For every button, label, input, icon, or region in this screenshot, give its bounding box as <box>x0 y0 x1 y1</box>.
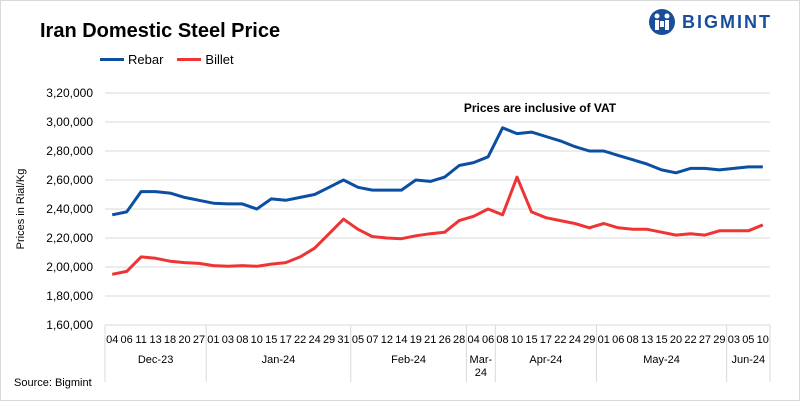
chart-title: Iran Domestic Steel Price <box>40 20 281 42</box>
x-tick-label: 04 <box>468 334 480 346</box>
x-tick-label: 13 <box>149 334 161 346</box>
y-tick-label: 2,80,000 <box>46 144 93 158</box>
bigmint-logo: BIGMINT <box>648 8 772 36</box>
x-tick-label: 06 <box>121 334 133 346</box>
x-tick-label: 06 <box>482 334 494 346</box>
series-line-billet <box>111 175 764 276</box>
y-tick-label: 3,20,000 <box>46 86 93 100</box>
legend: Rebar Billet <box>100 52 234 67</box>
y-tick-label: 1,80,000 <box>46 289 93 303</box>
legend-swatch-rebar <box>100 58 124 61</box>
x-tick-label: 28 <box>453 334 465 346</box>
x-tick-label: 18 <box>164 334 176 346</box>
x-tick-label: 11 <box>135 334 146 346</box>
x-tick-label: 10 <box>251 334 263 346</box>
x-tick-label: 03 <box>222 334 234 346</box>
x-tick-label: 08 <box>496 334 508 346</box>
x-tick-label: 06 <box>612 334 624 346</box>
x-tick-label: 22 <box>684 334 696 346</box>
x-tick-label: 27 <box>193 334 205 346</box>
x-tick-label: 20 <box>670 334 682 346</box>
y-tick-label: 2,20,000 <box>46 231 93 245</box>
x-tick-label: 20 <box>178 334 190 346</box>
x-tick-label: 05 <box>742 334 754 346</box>
y-tick-label: 1,60,000 <box>46 318 93 332</box>
series-line-rebar <box>111 126 763 217</box>
x-tick-label: 27 <box>699 334 711 346</box>
x-tick-label: 01 <box>598 334 610 346</box>
x-tick-label: 04 <box>106 334 118 346</box>
legend-item-rebar: Rebar <box>100 52 163 67</box>
x-tick-label: 19 <box>410 334 422 346</box>
legend-label-rebar: Rebar <box>128 52 164 67</box>
y-axis-title: Prices in Rial/Kg <box>15 169 27 250</box>
x-tick-label: 21 <box>424 334 436 346</box>
x-tick-label: 17 <box>280 334 292 346</box>
legend-swatch-billet <box>177 58 202 61</box>
x-month-label: May-24 <box>643 354 680 366</box>
x-tick-label: 08 <box>236 334 248 346</box>
y-tick-label: 2,00,000 <box>46 260 93 274</box>
x-tick-label: 08 <box>627 334 639 346</box>
x-tick-label: 24 <box>308 334 320 346</box>
x-tick-label: 26 <box>439 334 451 346</box>
annotation-vat: Prices are inclusive of VAT <box>464 101 617 115</box>
x-tick-label: 12 <box>381 334 393 346</box>
source-note: Source: Bigmint <box>14 377 92 389</box>
bigmint-logo-icon <box>649 9 675 35</box>
x-tick-label: 05 <box>352 334 364 346</box>
legend-label-billet: Billet <box>205 52 234 67</box>
x-tick-label: 03 <box>728 334 740 346</box>
x-tick-label: 29 <box>583 334 595 346</box>
x-month-label: Jun-24 <box>731 354 766 366</box>
x-tick-label: 31 <box>337 334 349 346</box>
x-month-label: Feb-24 <box>391 354 426 366</box>
x-tick-label: 22 <box>554 334 566 346</box>
x-tick-label: 15 <box>265 334 277 346</box>
x-tick-label: 22 <box>294 334 306 346</box>
x-tick-label: 14 <box>395 334 407 346</box>
x-month-label: Dec-23 <box>137 354 174 366</box>
x-tick-label: 13 <box>641 334 653 346</box>
y-tick-label: 3,00,000 <box>46 115 93 129</box>
y-tick-label: 2,40,000 <box>46 202 93 216</box>
x-tick-label: 10 <box>757 334 769 346</box>
x-tick-label: 10 <box>511 334 523 346</box>
x-tick-label: 07 <box>366 334 378 346</box>
x-tick-label: 15 <box>655 334 667 346</box>
x-tick-label: 01 <box>207 334 219 346</box>
bigmint-logo-text: BIGMINT <box>682 11 772 32</box>
x-month-label: Jan-24 <box>261 354 296 366</box>
x-month-label: Mar-24 <box>469 354 493 379</box>
x-tick-label: 29 <box>323 334 335 346</box>
legend-item-billet: Billet <box>177 52 234 67</box>
x-tick-label: 29 <box>713 334 725 346</box>
x-tick-label: 15 <box>525 334 537 346</box>
x-tick-label: 17 <box>540 334 552 346</box>
x-month-label: Apr-24 <box>529 354 563 366</box>
y-tick-label: 2,60,000 <box>46 173 93 187</box>
x-tick-label: 24 <box>569 334 581 346</box>
